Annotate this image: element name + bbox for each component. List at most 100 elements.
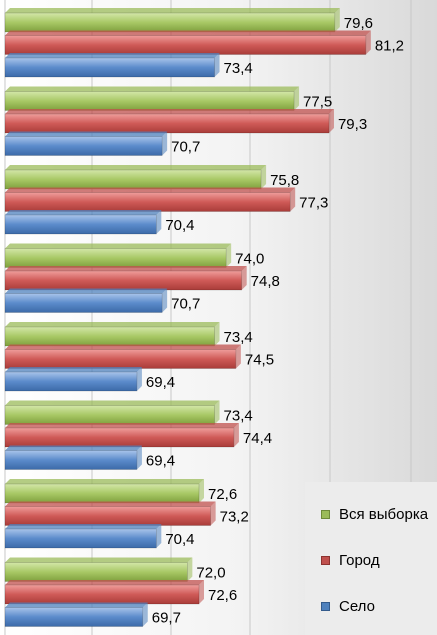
legend-label-city: Город [339,551,380,569]
bar-all-3-top [5,243,232,249]
value-label-village-6: 70,4 [165,531,194,548]
bar-city-4-top [5,344,241,350]
bar-village-7-top [5,602,148,608]
bar-all-0-side [334,8,340,32]
bar-city-2-top [5,187,296,193]
value-label-all-7: 72,0 [196,565,225,582]
bar-village-2 [4,214,157,235]
legend-item-city: Город [321,550,380,570]
bar-city-3-side [241,266,247,290]
bar-village-4 [4,371,138,392]
value-label-all-1: 77,5 [303,94,332,111]
bar-village-0-side [214,53,220,77]
bar-village-0-top [5,53,220,58]
value-label-village-3: 70,7 [171,296,200,313]
bar-all-0 [4,12,336,33]
value-label-village-4: 69,4 [146,374,175,391]
bar-village-3-side [162,288,168,313]
value-label-city-4: 74,5 [245,352,274,369]
legend-item-all: Вся выборка [321,504,428,524]
legend-label-all: Вся выборка [339,505,429,523]
bar-village-2-side [156,210,162,234]
bar-all-4 [4,326,215,347]
value-label-city-6: 73,2 [220,509,249,526]
bar-all-5-side [214,400,220,425]
bar-village-5 [4,450,138,470]
bar-city-1 [4,113,330,134]
legend-swatch-all [321,509,330,519]
value-label-city-5: 74,4 [243,430,272,447]
legend-label-village: Село [339,597,375,615]
bar-village-7 [4,607,144,627]
value-label-village-1: 70,7 [171,139,200,156]
bar-all-6-side [199,479,204,503]
value-label-city-7: 72,6 [208,587,237,604]
bar-city-6-side [210,501,216,526]
bar-all-7-top [5,557,193,563]
legend: Вся выборка Город Село [305,482,437,635]
bar-city-3-top [5,266,247,271]
bar-city-5 [4,427,235,448]
bar-all-2 [4,169,262,190]
value-label-village-7: 69,7 [152,610,181,627]
bar-village-6-top [5,524,162,529]
bar-city-1-top [5,109,334,114]
value-label-village-2: 70,4 [165,217,194,234]
bar-all-7 [4,562,188,582]
bars [4,8,371,627]
bar-city-2-side [290,187,296,212]
value-label-village-0: 73,4 [224,60,253,77]
bar-city-4-side [235,344,241,369]
bar-village-6 [4,528,157,549]
bar-city-7 [4,584,200,605]
bar-village-0 [4,57,215,78]
bar-village-1-top [5,131,168,137]
value-label-city-3: 74,8 [251,273,280,290]
bar-all-3-side [226,243,232,268]
bar-all-0-top [5,8,340,13]
bar-village-4-side [136,367,142,391]
bar-city-2 [4,192,291,212]
value-label-all-2: 75,8 [270,172,299,189]
bar-city-6-top [5,501,216,507]
bar-city-0-top [5,30,371,36]
value-label-all-0: 79,6 [344,15,373,32]
bar-all-6-top [5,479,204,484]
bar-village-1 [4,136,163,156]
bar-city-7-side [199,580,204,604]
legend-item-village: Село [321,596,375,616]
bar-city-3 [4,270,242,291]
bar-city-5-top [5,423,239,428]
bar-village-3 [4,293,163,313]
bar-all-2-side [261,165,267,189]
bar-city-1-side [328,109,334,133]
bar-village-1-side [162,131,168,156]
bar-all-6 [4,483,200,504]
bar-all-4-top [5,322,220,327]
bar-all-4-side [214,322,220,346]
bar-village-2-top [5,210,162,215]
bar-all-1 [4,91,295,111]
value-label-city-2: 77,3 [299,195,328,212]
bar-all-5-top [5,400,220,406]
bar-city-0 [4,35,367,55]
data-labels: 79,681,2 73,4 77,5 79,3 70,7 75,877,3 70,4 74,0… [146,15,404,627]
bar-city-6 [4,506,211,526]
bar-village-5-side [136,445,142,470]
value-label-all-4: 73,4 [224,329,253,346]
bar-village-3-top [5,288,168,294]
bar-village-7-side [142,602,148,627]
bar-all-1-side [294,86,300,111]
bar-city-4 [4,349,237,369]
bar-all-5 [4,405,215,425]
bar-all-3 [4,248,227,268]
bar-all-2-top [5,165,267,170]
bar-village-6-side [156,524,162,548]
value-label-all-5: 73,4 [224,408,253,425]
value-label-city-0: 81,2 [375,38,404,55]
value-label-village-5: 69,4 [146,453,175,470]
bar-village-4-top [5,367,142,372]
bar-village-5-top [5,445,142,451]
value-label-all-3: 74,0 [235,251,264,268]
